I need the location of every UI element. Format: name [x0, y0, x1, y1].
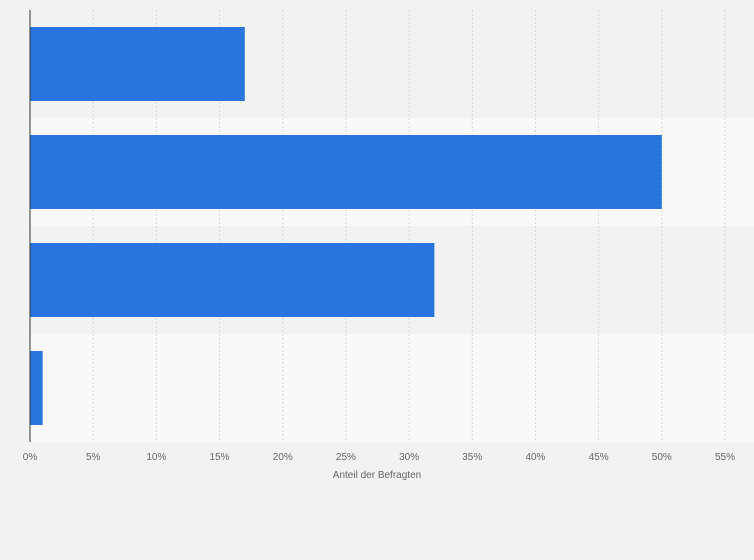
x-tick-label: 55%	[715, 452, 735, 463]
x-tick-label: 40%	[525, 452, 545, 463]
x-tick-label: 45%	[589, 452, 609, 463]
x-axis-title: Anteil der Befragten	[333, 470, 421, 481]
bar	[30, 135, 662, 209]
row-band	[30, 334, 754, 442]
x-tick-label: 25%	[336, 452, 356, 463]
x-tick-label: 50%	[652, 452, 672, 463]
x-tick-label: 35%	[462, 452, 482, 463]
bar	[30, 351, 43, 425]
x-tick-label: 30%	[399, 452, 419, 463]
bar	[30, 27, 245, 101]
bar	[30, 243, 435, 317]
gridlines	[92, 10, 726, 442]
x-tick-label: 10%	[146, 452, 166, 463]
x-tick-labels: 0% 5% 10% 15% 20% 25% 30% 35% 40% 45% 50% 55%	[23, 452, 735, 463]
x-tick-label: 5%	[86, 452, 101, 463]
bars	[30, 27, 662, 425]
x-tick-label: 15%	[210, 452, 230, 463]
x-tick-label: 0%	[23, 452, 38, 463]
x-tick-label: 20%	[273, 452, 293, 463]
